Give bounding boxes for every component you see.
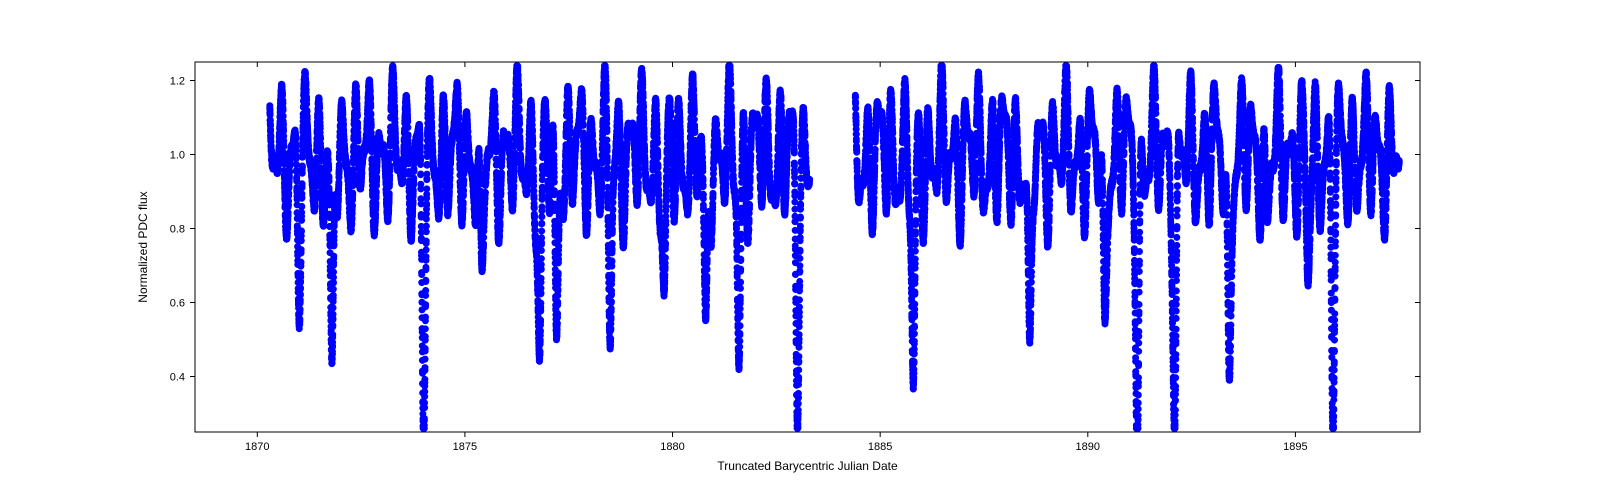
- x-tick-label: 1885: [868, 441, 892, 453]
- y-tick-label: 1.0: [170, 150, 185, 162]
- x-tick-label: 1870: [245, 441, 269, 453]
- y-axis-label: Normalized PDC flux: [136, 191, 150, 302]
- y-tick-label: 0.8: [170, 224, 185, 236]
- y-tick-label: 1.2: [170, 76, 185, 88]
- x-axis-label: Truncated Barycentric Julian Date: [717, 459, 898, 473]
- y-tick-label: 0.4: [170, 372, 185, 384]
- x-tick-label: 1890: [1076, 441, 1100, 453]
- x-tick-label: 1875: [453, 441, 477, 453]
- x-tick-label: 1880: [660, 441, 684, 453]
- lightcurve-chart: 1870 1875 1880 1885 1890 1895 0.4 0.6 0.8 1.0 1.2 T…: [0, 0, 1600, 500]
- y-tick-label: 0.6: [170, 298, 185, 310]
- x-tick-label: 1895: [1283, 441, 1307, 453]
- chart-svg: 1870 1875 1880 1885 1890 1895 0.4 0.6 0.8 1.0 1.2 T…: [0, 0, 1600, 500]
